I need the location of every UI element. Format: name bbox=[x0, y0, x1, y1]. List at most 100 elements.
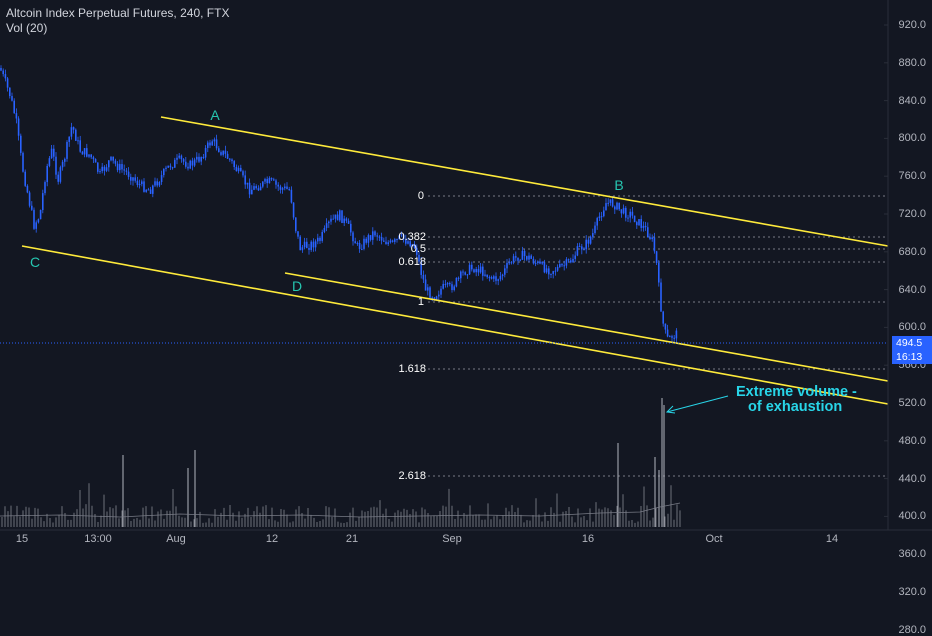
candle-body bbox=[567, 259, 570, 261]
candle-body bbox=[427, 287, 429, 291]
candle-body bbox=[59, 167, 62, 182]
candle-body bbox=[662, 311, 664, 324]
candle-body bbox=[479, 266, 482, 273]
candle-body bbox=[235, 166, 238, 172]
candle-body bbox=[229, 158, 231, 160]
candle-body bbox=[138, 184, 141, 186]
candle-body bbox=[460, 271, 462, 279]
candle-body bbox=[288, 189, 290, 191]
candle-body bbox=[226, 153, 229, 159]
wave-label-b[interactable]: B bbox=[614, 177, 624, 193]
candle-body bbox=[152, 185, 154, 194]
current-price-badge: 494.5 bbox=[892, 336, 932, 350]
candle-body bbox=[378, 236, 381, 238]
time-tick: 12 bbox=[265, 533, 279, 545]
candle-body bbox=[171, 167, 174, 169]
candle-body bbox=[486, 274, 488, 278]
candle-body bbox=[660, 282, 662, 312]
price-tick: 840.0 bbox=[898, 94, 926, 107]
wave-label-a[interactable]: A bbox=[210, 107, 220, 123]
price-tick: 920.0 bbox=[898, 19, 926, 31]
candle-body bbox=[143, 181, 145, 192]
candle-body bbox=[519, 259, 521, 261]
candle-body bbox=[79, 140, 81, 152]
candle-body bbox=[488, 277, 491, 279]
candle-body bbox=[149, 189, 152, 194]
candle-body bbox=[523, 250, 526, 257]
candle-body bbox=[501, 274, 504, 277]
candle-body bbox=[97, 162, 99, 172]
candle-body bbox=[563, 265, 565, 267]
candle-body bbox=[611, 199, 614, 207]
candle-body bbox=[167, 165, 169, 168]
candle-body bbox=[92, 157, 95, 160]
candle-body bbox=[356, 242, 359, 244]
candle-body bbox=[196, 156, 198, 160]
candle-body bbox=[515, 256, 517, 258]
candle-body bbox=[510, 262, 513, 264]
candle-body bbox=[559, 264, 561, 267]
annotation-line-1[interactable]: Extreme volume - bbox=[736, 384, 857, 400]
candle-body bbox=[270, 178, 273, 180]
candle-body bbox=[581, 246, 583, 250]
candle-body bbox=[462, 271, 464, 273]
volume-indicator-label[interactable]: Vol (20) bbox=[6, 21, 48, 35]
candle-body bbox=[389, 240, 392, 243]
candle-body bbox=[290, 189, 293, 203]
candle-body bbox=[110, 156, 112, 161]
candle-body bbox=[312, 241, 315, 248]
candle-body bbox=[123, 169, 125, 171]
candle-body bbox=[633, 215, 636, 223]
candle-body bbox=[594, 225, 596, 234]
candle-body bbox=[70, 127, 73, 137]
candle-body bbox=[598, 216, 601, 219]
candle-body bbox=[583, 249, 585, 251]
candle-body bbox=[2, 70, 4, 75]
candle-body bbox=[35, 222, 37, 229]
candle-body bbox=[286, 186, 288, 190]
annotation-line-2[interactable]: of exhaustion bbox=[748, 399, 843, 415]
candle-body bbox=[224, 150, 227, 154]
wave-label-d[interactable]: D bbox=[291, 278, 303, 294]
annotation-arrowhead bbox=[665, 405, 676, 414]
fib-label-05: 0.5 bbox=[410, 243, 426, 255]
candle-body bbox=[508, 262, 510, 264]
candle-body bbox=[321, 231, 323, 241]
candle-body bbox=[365, 238, 367, 243]
candle-body bbox=[330, 218, 332, 222]
candle-body bbox=[363, 238, 365, 249]
wave-label-c[interactable]: C bbox=[29, 254, 41, 270]
candle-body bbox=[468, 264, 471, 275]
candle-body bbox=[350, 223, 352, 233]
candle-body bbox=[218, 148, 220, 153]
candle-body bbox=[484, 274, 486, 276]
price-chart[interactable] bbox=[0, 0, 932, 550]
candle-body bbox=[440, 288, 442, 295]
channel-lines bbox=[21, 116, 889, 405]
candle-body bbox=[297, 231, 299, 237]
candle-body bbox=[204, 147, 207, 158]
candle-body bbox=[328, 221, 330, 224]
time-tick: Sep bbox=[442, 533, 462, 545]
candle-body bbox=[257, 188, 260, 191]
candle-body bbox=[264, 179, 266, 182]
candle-body bbox=[526, 256, 528, 260]
candle-body bbox=[429, 287, 431, 298]
candle-body bbox=[220, 152, 222, 155]
candle-body bbox=[614, 206, 616, 210]
candle-body bbox=[339, 210, 341, 221]
candle-body bbox=[198, 156, 200, 162]
candle-body bbox=[477, 268, 480, 273]
candle-body bbox=[545, 268, 548, 273]
candle-body bbox=[532, 258, 535, 264]
candle-body bbox=[275, 180, 277, 185]
candle-body bbox=[383, 240, 385, 242]
price-tick: 480.0 bbox=[898, 434, 926, 447]
candle-body bbox=[4, 74, 7, 79]
time-tick: Oct bbox=[705, 533, 723, 545]
candle-body bbox=[471, 264, 473, 270]
candle-body bbox=[587, 239, 590, 244]
chart-title[interactable]: Altcoin Index Perpetual Futures, 240, FT… bbox=[6, 6, 230, 20]
candle-body bbox=[464, 272, 466, 275]
candle-body bbox=[114, 160, 117, 164]
